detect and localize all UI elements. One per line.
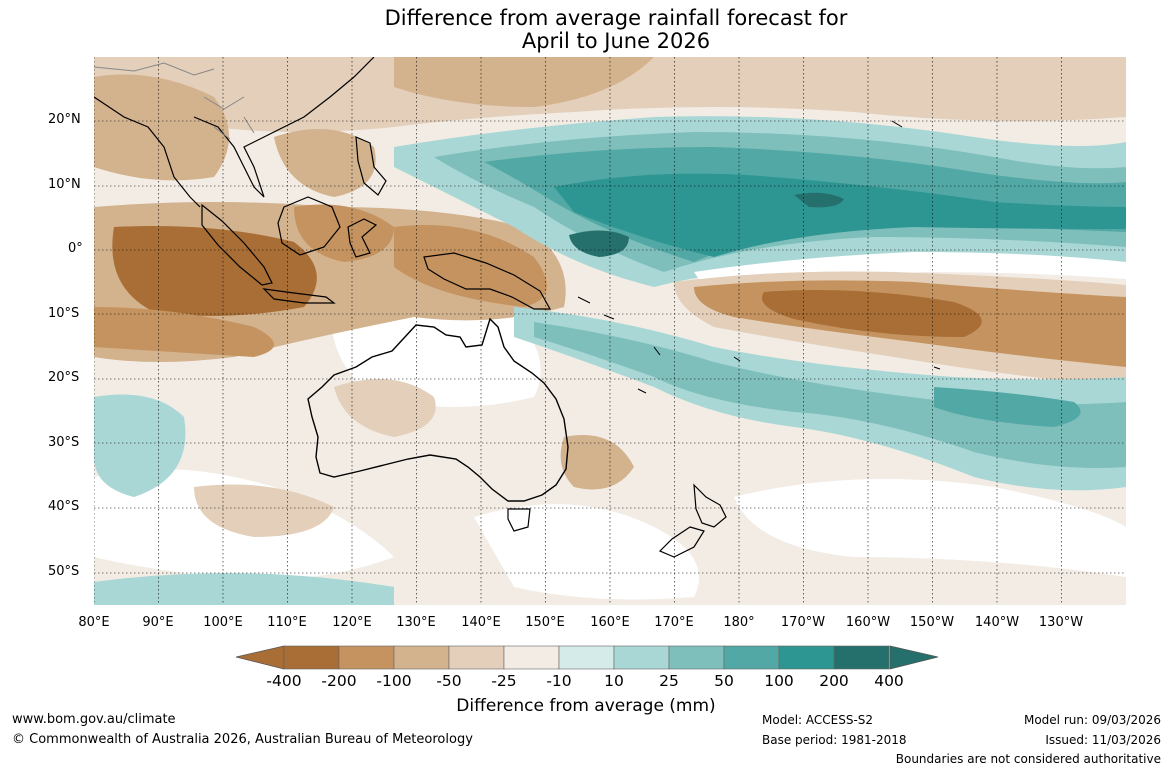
tan-region bbox=[194, 484, 334, 537]
lon-label: 140°W bbox=[974, 615, 1020, 630]
colorbar-tick-label: -400 bbox=[266, 672, 302, 690]
copyright-text: © Commonwealth of Australia 2026, Austra… bbox=[12, 732, 473, 747]
graticule bbox=[94, 57, 1126, 605]
java-outline bbox=[262, 288, 336, 304]
colorbar-tick-label: -50 bbox=[436, 672, 462, 690]
tan-region bbox=[94, 74, 229, 181]
map-title-line2: April to June 2026 bbox=[521, 29, 711, 53]
colorbar-segments bbox=[283, 645, 890, 670]
lon-label: 140°E bbox=[461, 615, 501, 630]
base-period: Base period: 1981-2018 bbox=[762, 733, 907, 747]
lon-label: 160°W bbox=[845, 615, 891, 630]
colorbar-segment bbox=[448, 645, 505, 670]
tasmania-outline bbox=[507, 508, 531, 532]
colorbar-tick-label: 50 bbox=[714, 672, 734, 690]
borneo-outline bbox=[277, 196, 341, 256]
lon-label: 180° bbox=[723, 615, 755, 630]
lon-label: 110°E bbox=[267, 615, 307, 630]
lon-label: 130°E bbox=[396, 615, 436, 630]
lon-label: 100°E bbox=[203, 615, 243, 630]
colorbar-tick-label: 25 bbox=[659, 672, 679, 690]
lat-label: 0° bbox=[68, 241, 83, 256]
colorbar-segment bbox=[558, 645, 615, 670]
issued-date: Issued: 11/03/2026 bbox=[1045, 733, 1161, 747]
colorbar-segment bbox=[283, 645, 340, 670]
colorbar-segment bbox=[723, 645, 780, 670]
colorbar-label: Difference from average (mm) bbox=[456, 696, 716, 716]
tan-region bbox=[94, 307, 274, 357]
colorbar-tick-label: -100 bbox=[376, 672, 412, 690]
colorbar-segment bbox=[393, 645, 450, 670]
model-name: Model: ACCESS-S2 bbox=[762, 713, 874, 727]
colorbar-tick-label: -200 bbox=[321, 672, 357, 690]
colorbar-segment bbox=[613, 645, 670, 670]
lon-label: 150°W bbox=[909, 615, 955, 630]
lon-label: 130°W bbox=[1038, 615, 1084, 630]
triangle-left-icon bbox=[235, 645, 285, 670]
rainfall-map bbox=[94, 57, 1126, 605]
lat-label: 10°N bbox=[48, 177, 81, 192]
colorbar-tick-label: 100 bbox=[764, 672, 794, 690]
country-borders bbox=[94, 62, 255, 140]
colorbar-segment bbox=[778, 645, 835, 670]
new-guinea-outline bbox=[423, 252, 552, 310]
dry-core bbox=[762, 289, 982, 337]
model-run-date: Model run: 09/03/2026 bbox=[1023, 713, 1161, 727]
colorbar-tick-label: -10 bbox=[546, 672, 572, 690]
lat-label: 50°S bbox=[48, 564, 80, 579]
dry-core bbox=[112, 226, 317, 316]
lat-label: 40°S bbox=[48, 499, 80, 514]
lon-label: 80°E bbox=[78, 615, 110, 630]
wet-core bbox=[794, 192, 844, 208]
lon-label: 150°E bbox=[525, 615, 565, 630]
tan-region bbox=[560, 435, 634, 490]
lon-label: 170°W bbox=[780, 615, 826, 630]
triangle-right-icon bbox=[889, 645, 939, 670]
tan-region bbox=[294, 204, 394, 262]
map-title-line1: Difference from average rainfall forecas… bbox=[384, 6, 848, 30]
rainfall-map-svg bbox=[94, 57, 1126, 605]
colorbar-tick-label: 400 bbox=[874, 672, 904, 690]
tan-region bbox=[394, 225, 547, 307]
lat-label: 20°S bbox=[48, 370, 80, 385]
pacific-islands bbox=[577, 120, 941, 394]
white-region bbox=[474, 504, 699, 600]
sulawesi-outline bbox=[347, 218, 378, 258]
teal-region bbox=[534, 322, 1126, 468]
sumatra-outline bbox=[201, 203, 273, 286]
tan-region bbox=[334, 379, 436, 437]
colorbar-tick-label: -25 bbox=[491, 672, 517, 690]
lon-label: 160°E bbox=[590, 615, 630, 630]
wet-core bbox=[569, 230, 629, 257]
lon-label: 120°E bbox=[332, 615, 372, 630]
tan-region bbox=[274, 129, 376, 197]
colorbar-segment bbox=[338, 645, 395, 670]
tan-region bbox=[394, 57, 654, 107]
new-zealand-outline bbox=[658, 483, 727, 558]
colorbar-segment bbox=[668, 645, 725, 670]
colorbar-segment bbox=[833, 645, 890, 670]
australia-outline bbox=[307, 317, 569, 502]
teal-region bbox=[94, 573, 394, 605]
boundaries-disclaimer: Boundaries are not considered authoritat… bbox=[895, 752, 1161, 766]
colorbar-segment bbox=[503, 645, 560, 670]
colorbar-tick-label: 10 bbox=[604, 672, 624, 690]
teal-region bbox=[934, 387, 1081, 427]
teal-region bbox=[554, 173, 1126, 257]
lat-label: 10°S bbox=[48, 306, 80, 321]
teal-region bbox=[94, 394, 186, 497]
lat-label: 20°N bbox=[48, 112, 81, 127]
lon-label: 170°E bbox=[654, 615, 694, 630]
website-link[interactable]: www.bom.gov.au/climate bbox=[12, 712, 176, 727]
lat-label: 30°S bbox=[48, 435, 80, 450]
philippines-outline bbox=[355, 136, 387, 196]
colorbar-tick-label: 200 bbox=[819, 672, 849, 690]
white-region bbox=[734, 479, 1126, 577]
asia-coastline bbox=[94, 57, 375, 208]
lon-label: 90°E bbox=[142, 615, 174, 630]
